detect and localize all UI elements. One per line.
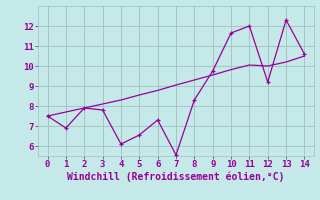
X-axis label: Windchill (Refroidissement éolien,°C): Windchill (Refroidissement éolien,°C)	[67, 172, 285, 182]
